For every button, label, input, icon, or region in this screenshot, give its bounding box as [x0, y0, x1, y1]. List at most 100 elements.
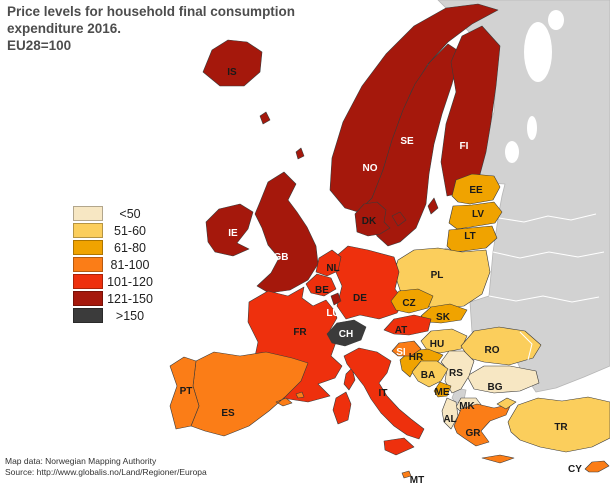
legend-swatch	[73, 308, 103, 323]
country-pt	[169, 356, 200, 430]
legend-item-4: 101-120	[73, 274, 157, 289]
country-label-sk: SK	[436, 312, 451, 323]
legend-item-3: 81-100	[73, 257, 157, 272]
country-label-si: SI	[396, 347, 406, 358]
country-bg	[466, 365, 540, 394]
legend-swatch	[73, 274, 103, 289]
country-ee	[451, 173, 501, 205]
legend-label: 51-60	[114, 223, 146, 238]
title-line-2: expenditure 2016.	[7, 20, 122, 36]
country-label-cy: CY	[568, 464, 582, 475]
sea-inlet-0	[524, 22, 552, 82]
legend-swatch	[73, 257, 103, 272]
sea-inlet-2	[505, 141, 519, 163]
legend-swatch	[73, 291, 103, 306]
country-label-fr: FR	[293, 327, 307, 338]
country-at	[383, 314, 432, 336]
country-ie	[205, 203, 254, 257]
country-label-gb: GB	[274, 252, 289, 263]
country-label-pl: PL	[431, 270, 444, 281]
legend-label: >150	[115, 308, 145, 323]
attribution-line-2: Source: http://www.globalis.no/Land/Regi…	[5, 467, 207, 478]
country-label-lu: LU	[326, 308, 339, 319]
country-gb	[254, 147, 319, 294]
country-cz	[390, 288, 434, 314]
country-dk	[259, 111, 407, 237]
country-tr	[496, 396, 610, 453]
legend-item-2: 61-80	[73, 240, 157, 255]
country-label-dk: DK	[362, 216, 377, 227]
country-label-bg: BG	[488, 382, 503, 393]
country-label-is: IS	[227, 67, 237, 78]
legend-item-6: >150	[73, 308, 157, 323]
country-label-ie: IE	[228, 228, 238, 239]
country-label-mt: MT	[410, 475, 424, 486]
country-label-ch: CH	[339, 329, 353, 340]
map-attribution: Map data: Norwegian Mapping Authority So…	[5, 456, 207, 479]
country-label-nl: NL	[326, 263, 339, 274]
country-ba	[411, 360, 449, 388]
country-labels: NO SE FI IS DK IE GB EE LV LT PL DE NL BE CZ SK FR LU AT HU…	[180, 67, 583, 486]
legend-swatch	[73, 223, 103, 238]
country-label-fi: FI	[460, 141, 469, 152]
sea-inlet-3	[527, 116, 537, 140]
country-de	[333, 245, 405, 320]
country-shapes	[169, 3, 610, 479]
legend-label: 81-100	[110, 257, 150, 272]
legend-swatch	[73, 206, 103, 221]
title-line-1: Price levels for household final consump…	[7, 4, 296, 19]
country-it	[332, 347, 425, 456]
country-label-ee: EE	[469, 185, 483, 196]
country-label-hr: HR	[409, 352, 424, 363]
country-ro	[460, 326, 542, 366]
country-me	[433, 381, 452, 398]
country-label-cz: CZ	[402, 298, 415, 309]
map-title: Price levels for household final consump…	[7, 4, 377, 55]
no-data-border-1	[492, 251, 605, 259]
attribution-line-1: Map data: Norwegian Mapping Authority	[5, 456, 157, 466]
country-label-al: AL	[443, 414, 456, 425]
country-label-be: BE	[315, 285, 329, 296]
legend-item-5: 121-150	[73, 291, 157, 306]
country-label-lv: LV	[472, 209, 484, 220]
country-nl	[315, 249, 342, 277]
sea-inlet-1	[548, 10, 564, 30]
country-label-me: ME	[435, 387, 450, 398]
country-label-es: ES	[221, 408, 235, 419]
no-data-border-2	[488, 295, 600, 303]
country-label-tr: TR	[554, 422, 568, 433]
no-data-border-3	[519, 331, 533, 361]
country-label-rs: RS	[449, 368, 463, 379]
legend-item-1: 51-60	[73, 223, 157, 238]
country-ch	[326, 319, 367, 347]
map-details	[488, 10, 605, 361]
country-label-mk: MK	[459, 401, 475, 412]
country-mt	[401, 470, 412, 479]
country-is	[202, 39, 263, 87]
country-label-ro: RO	[485, 345, 500, 356]
country-lv	[448, 201, 503, 230]
country-fi	[440, 25, 501, 197]
country-lu	[330, 292, 342, 306]
country-label-it: IT	[379, 388, 388, 399]
country-si	[391, 340, 422, 357]
legend-swatch	[73, 240, 103, 255]
no-data-border-0	[498, 213, 597, 223]
country-label-gr: GR	[466, 428, 482, 439]
legend-label: 101-120	[107, 274, 153, 289]
legend-label: 121-150	[107, 291, 153, 306]
legend-label: <50	[119, 206, 141, 221]
country-rs	[440, 350, 475, 394]
country-be	[305, 273, 337, 297]
title-line-3: EU28=100	[7, 37, 72, 53]
legend: <50 51-60 61-80 81-100 101-120 121-150 >150	[73, 206, 157, 325]
country-label-de: DE	[353, 293, 367, 304]
country-label-ba: BA	[421, 370, 435, 381]
country-label-hu: HU	[430, 339, 444, 350]
country-label-pt: PT	[180, 386, 193, 397]
country-gr	[453, 403, 515, 464]
country-label-lt: LT	[464, 231, 475, 242]
country-label-at: AT	[395, 325, 408, 336]
